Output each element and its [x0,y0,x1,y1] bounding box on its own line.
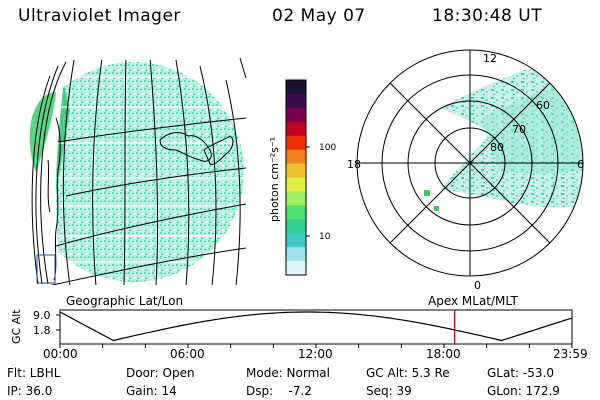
colorbar-tick-10: 10 [319,232,331,242]
timeline-ytick-high: 9.0 [33,309,51,322]
colorbar-segment [286,149,306,165]
glon-status: GLon: 172.9 [487,384,560,398]
ip-status: IP: 36.0 [7,384,53,398]
timeline-xtick-4: 23:59 [553,347,588,361]
polar-label-right: 6 [577,158,584,171]
polar-label-80: 80 [490,141,504,154]
timeline-xtick-2: 12:00 [298,347,333,361]
colorbar-segment [286,261,306,276]
timeline-xtick-3: 18:00 [426,347,461,361]
door-status: Door: Open [126,366,195,380]
instrument-title: Ultraviolet Imager [18,6,181,26]
mode-status: Mode: Normal [246,366,330,380]
colorbar [285,79,310,276]
filter-status: Flt: LBHL [7,366,61,380]
colorbar-segment [286,93,306,109]
timeline-ytick-low: 1.8 [33,324,51,337]
geographic-label: Geographic Lat/Lon [66,294,184,308]
polar-label-bottom: 0 [474,279,481,292]
date-label: 02 May 07 [272,6,366,26]
colorbar-segment [286,107,306,123]
glat-status: GLat: -53.0 [487,366,554,380]
timeline-xtick-1: 06:00 [170,347,205,361]
seq-status: Seq: 39 [366,384,412,398]
colorbar-segment [286,135,306,151]
colorbar-segment [286,247,306,262]
colorbar-segment [286,205,306,220]
polar-label-left: 18 [347,158,361,171]
timeline-xtick-0: 00:00 [43,347,78,361]
apex-label: Apex MLat/MLT [428,294,518,308]
colorbar-segment [286,191,306,206]
gain-status: Gain: 14 [126,384,177,398]
timeline-ylabel: GC Alt [10,309,23,344]
geographic-image-panel [24,57,247,285]
altitude-timeline: 9.0 1.8 GC Alt [10,309,573,348]
colorbar-segment [286,163,306,178]
polar-label-top: 12 [483,52,497,65]
gc-alt-status: GC Alt: 5.3 Re [366,366,450,380]
colorbar-segment [286,121,306,137]
colorbar-segment [286,177,306,192]
polar-label-70: 70 [512,123,526,136]
colorbar-tick-100: 100 [319,143,336,153]
colorbar-segment [286,80,306,95]
orbit-altitude-curve [59,311,573,342]
colorbar-label: photon cm⁻²s⁻¹ [268,137,281,222]
colorbar-segment [286,233,306,248]
colorbar-segment [286,219,306,234]
time-label: 18:30:48 UT [432,6,543,26]
polar-plot: 12 0 18 6 60 70 80 [347,49,584,292]
polar-label-60: 60 [536,99,550,112]
dsp-status: Dsp: -7.2 [246,384,312,398]
